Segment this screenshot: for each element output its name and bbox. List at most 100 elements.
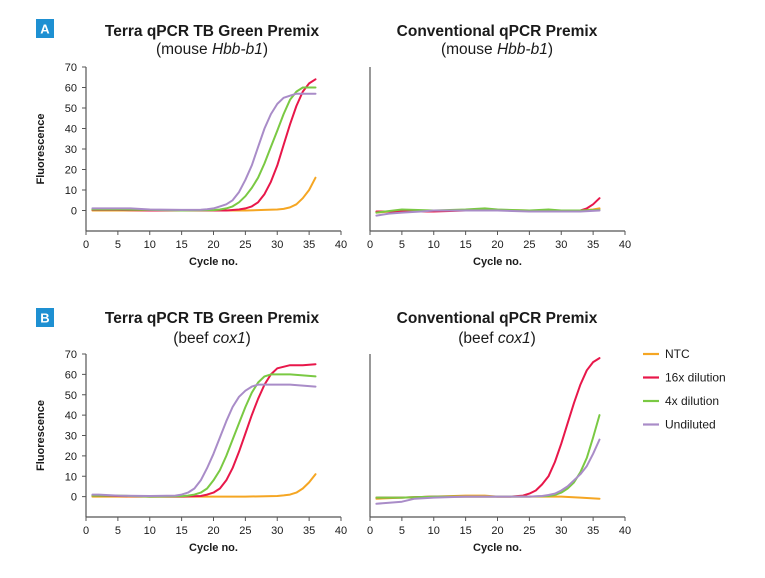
y-tick-label: 50 — [65, 103, 77, 115]
legend-item-ntc: NTC — [643, 347, 690, 361]
x-tick-label: 30 — [271, 525, 283, 537]
legend-label: NTC — [665, 347, 690, 361]
x-tick-label: 0 — [83, 239, 89, 251]
legend-label: 16x dilution — [665, 371, 726, 385]
subtitle-suffix: ) — [263, 41, 268, 58]
legend-item-undiluted: Undiluted — [643, 418, 716, 432]
x-tick-label: 25 — [523, 239, 535, 251]
x-tick-label: 35 — [303, 239, 315, 251]
chart-subtitle: (beef cox1) — [458, 330, 536, 347]
badge-background — [36, 308, 54, 327]
subtitle-gene-name: cox1 — [213, 330, 246, 347]
x-tick-label: 30 — [271, 239, 283, 251]
y-axis-label: Fluorescence — [35, 114, 47, 185]
x-tick-label: 35 — [587, 239, 599, 251]
x-axis-label: Cycle no. — [473, 256, 522, 268]
x-tick-label: 40 — [619, 239, 631, 251]
x-axis-label: Cycle no. — [189, 256, 238, 268]
x-tick-label: 35 — [303, 525, 315, 537]
y-tick-label: 30 — [65, 144, 77, 156]
badge-background — [36, 19, 54, 38]
legend-label: Undiluted — [665, 418, 716, 432]
x-axis-label: Cycle no. — [473, 542, 522, 554]
series-line-16x-dilution — [375, 357, 601, 499]
chart-panel-4: Conventional qPCR Premix (beef cox1) 0 5 10 1… — [367, 310, 631, 554]
y-tick-label: 60 — [65, 83, 77, 95]
x-tick-label: 15 — [460, 239, 472, 251]
chart-panel-3: Terra qPCR TB Green Premix (beef cox1) 0 5 1… — [35, 310, 347, 554]
x-axis-label: Cycle no. — [189, 542, 238, 554]
series-line-undiluted — [91, 383, 317, 497]
section-badge-a: A — [36, 19, 54, 38]
subtitle-prefix: (mouse — [156, 41, 212, 58]
series-line-ntc — [91, 473, 317, 498]
y-tick-label: 10 — [65, 471, 77, 483]
subtitle-gene-name: cox1 — [498, 330, 531, 347]
chart-subtitle: (beef cox1) — [173, 330, 251, 347]
x-tick-label: 25 — [239, 239, 251, 251]
subtitle-suffix: ) — [246, 330, 251, 347]
x-tick-label: 10 — [428, 239, 440, 251]
chart-panel-1: Terra qPCR TB Green Premix(mouse Hbb-b1)… — [35, 23, 347, 268]
y-tick-label: 10 — [65, 185, 77, 197]
x-tick-label: 15 — [460, 525, 472, 537]
subtitle-prefix: (beef — [173, 330, 213, 347]
x-tick-label: 40 — [335, 239, 347, 251]
legend-item-4x-dilution: 4x dilution — [643, 394, 719, 408]
x-tick-label: 40 — [619, 525, 631, 537]
y-tick-label: 50 — [65, 390, 77, 402]
legend-label: 4x dilution — [665, 394, 719, 408]
y-tick-label: 20 — [65, 451, 77, 463]
x-tick-label: 0 — [367, 239, 373, 251]
y-tick-label: 70 — [65, 349, 77, 361]
x-tick-label: 0 — [367, 525, 373, 537]
x-tick-label: 30 — [555, 239, 567, 251]
x-tick-label: 25 — [523, 525, 535, 537]
subtitle-prefix: (beef — [458, 330, 498, 347]
x-tick-label: 20 — [207, 239, 219, 251]
chart-subtitle: (mouse Hbb-b1) — [441, 41, 553, 58]
legend-item-16x-dilution: 16x dilution — [643, 371, 726, 385]
y-tick-label: 40 — [65, 124, 77, 136]
series-line-undiluted — [375, 438, 601, 505]
series-line-4x-dilution — [91, 373, 317, 498]
x-tick-label: 40 — [335, 525, 347, 537]
y-tick-label: 40 — [65, 410, 77, 422]
x-tick-label: 5 — [115, 525, 121, 537]
series-line-undiluted — [375, 209, 601, 217]
x-tick-label: 20 — [207, 525, 219, 537]
subtitle-suffix: ) — [531, 330, 536, 347]
y-tick-label: 0 — [71, 206, 77, 218]
series-line-ntc — [91, 176, 317, 212]
chart-title: Terra qPCR TB Green Premix — [105, 310, 320, 327]
y-tick-label: 20 — [65, 165, 77, 177]
x-tick-label: 5 — [399, 525, 405, 537]
y-tick-label: 0 — [71, 492, 77, 504]
x-tick-label: 5 — [399, 239, 405, 251]
y-tick-label: 30 — [65, 431, 77, 443]
x-tick-label: 0 — [83, 525, 89, 537]
chart-title: Conventional qPCR Premix — [397, 310, 598, 327]
y-axis-label: Fluorescence — [35, 400, 47, 471]
x-tick-label: 35 — [587, 525, 599, 537]
x-tick-label: 15 — [176, 239, 188, 251]
subtitle-gene-name: Hbb-b1 — [497, 41, 548, 58]
y-tick-label: 60 — [65, 369, 77, 381]
y-tick-label: 70 — [65, 62, 77, 74]
chart-subtitle: (mouse Hbb-b1) — [156, 41, 268, 58]
legend: NTC 16x dilution 4x dilution Undiluted — [643, 347, 726, 432]
x-tick-label: 30 — [555, 525, 567, 537]
x-tick-label: 15 — [176, 525, 188, 537]
x-tick-label: 10 — [428, 525, 440, 537]
x-tick-label: 20 — [491, 525, 503, 537]
badge-label: A — [40, 22, 50, 37]
subtitle-suffix: ) — [548, 41, 553, 58]
series-line-undiluted — [91, 92, 317, 211]
badge-label: B — [40, 311, 49, 326]
subtitle-gene-name: Hbb-b1 — [212, 41, 263, 58]
x-tick-label: 10 — [144, 525, 156, 537]
x-tick-label: 25 — [239, 525, 251, 537]
x-tick-label: 20 — [491, 239, 503, 251]
chart-title: Conventional qPCR Premix — [397, 23, 598, 40]
